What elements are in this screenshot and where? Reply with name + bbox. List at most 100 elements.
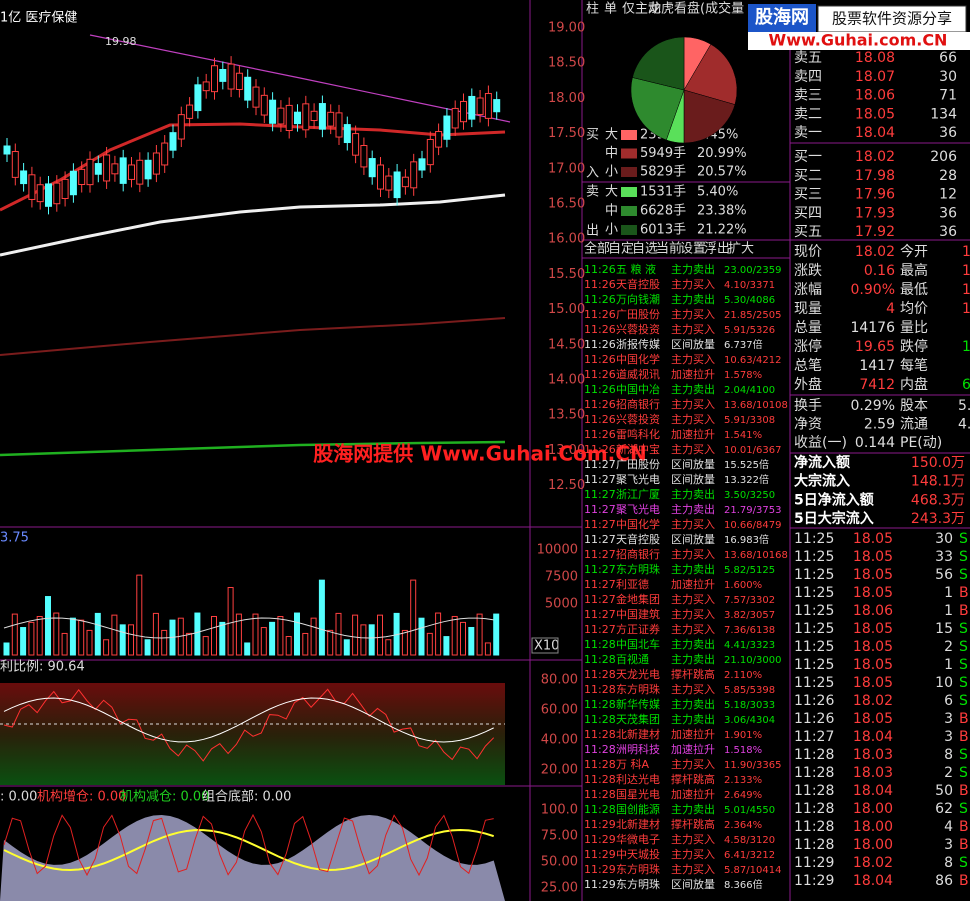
book-price: 18.06 (855, 88, 895, 104)
volume-bar (269, 621, 276, 656)
news-time: 11:27 (584, 503, 616, 516)
news-stock[interactable]: 中国建筑 (616, 607, 660, 621)
trade-side: S (959, 765, 968, 781)
news-stock[interactable]: 兴蓉投资 (616, 412, 660, 426)
trade-volume: 1 (944, 585, 953, 601)
news-stock[interactable]: 广田股份 (616, 458, 660, 471)
news-stock[interactable]: 万向钱潮 (616, 292, 660, 306)
news-stock[interactable]: 天音控股 (616, 277, 660, 291)
news-stock[interactable]: 招商银行 (616, 397, 660, 411)
news-stock[interactable]: 中国北车 (616, 637, 660, 651)
news-stock[interactable]: 东方明珠 (616, 877, 660, 891)
news-stock[interactable]: 中天城投 (616, 847, 660, 861)
news-event: 主力卖出 (671, 487, 715, 501)
news-stock[interactable]: 东方明珠 (616, 862, 660, 876)
trade-time: 11:25 (794, 621, 834, 637)
candle-body (377, 164, 384, 190)
news-stock[interactable]: 广田股份 (616, 308, 660, 321)
ratio-axis-label: 40.00 (541, 733, 578, 748)
news-stock[interactable]: 金地集团 (616, 592, 660, 606)
news-stock[interactable]: 兴蓉投资 (616, 322, 660, 336)
news-tab[interactable]: 自选 (632, 242, 658, 257)
news-time: 11:27 (584, 518, 616, 531)
trade-time: 11:29 (794, 873, 834, 889)
banner-brand: 股海网 (754, 6, 809, 28)
news-tab[interactable]: 设置 (680, 242, 706, 257)
flow-tab[interactable]: 柱 (586, 2, 599, 17)
news-value: 10.66/8479 (724, 520, 781, 531)
news-stock[interactable]: 利亚德 (616, 577, 649, 591)
news-stock[interactable]: 洲明科技 (616, 742, 660, 756)
ratio-axis-label: 60.00 (541, 703, 578, 718)
trade-time: 11:28 (794, 837, 834, 853)
news-stock[interactable]: 天茂集团 (616, 712, 660, 726)
news-stock[interactable]: 北新建材 (616, 817, 660, 831)
news-stock[interactable]: 中国中冶 (616, 382, 660, 396)
news-stock[interactable]: 东方明珠 (616, 682, 660, 696)
flow-tab[interactable]: 仅主动 (622, 2, 661, 17)
price-axis-label: 18.00 (548, 91, 585, 106)
trade-volume: 2 (944, 765, 953, 781)
news-stock[interactable]: 道威视讯 (616, 367, 660, 381)
fund-label: 净资 (794, 417, 822, 433)
candle-body (20, 170, 28, 185)
price-axis-label: 13.00 (548, 443, 585, 458)
news-stock[interactable]: 浙江广厦 (616, 488, 660, 501)
trade-volume: 30 (935, 531, 953, 547)
news-stock[interactable]: 新华传媒 (616, 697, 660, 711)
news-value: 2.364% (724, 820, 762, 831)
news-stock[interactable]: 聚飞光电 (616, 502, 660, 516)
news-time: 11:27 (584, 608, 616, 621)
news-tab[interactable]: 当前 (656, 241, 682, 257)
news-stock[interactable]: 北新建材 (616, 727, 660, 741)
news-time: 11:28 (584, 758, 616, 771)
news-tab[interactable]: 全部 (584, 241, 610, 257)
candle-body (393, 171, 401, 199)
news-stock[interactable]: 中国化学 (616, 517, 660, 531)
news-stock[interactable]: 国创能源 (616, 802, 660, 816)
news-value: 8.366倍 (724, 878, 763, 891)
news-stock[interactable]: 万 科A (616, 757, 649, 771)
news-time: 11:26 (584, 398, 616, 411)
news-stock[interactable]: 利达光电 (616, 772, 660, 786)
candle-body (335, 112, 343, 138)
news-stock[interactable]: 聚飞光电 (616, 472, 660, 486)
news-stock[interactable]: 中国化学 (616, 352, 660, 366)
quote-label: 跌停 (900, 338, 928, 355)
pie-slice (630, 77, 685, 141)
news-stock[interactable]: 天龙光电 (616, 667, 660, 681)
candle-body (28, 174, 36, 200)
news-value: 5.85/5398 (724, 685, 775, 696)
book-volume: 12 (939, 187, 957, 203)
news-stock[interactable]: 五 粮 液 (616, 262, 656, 276)
volume-bar (202, 636, 209, 656)
news-stock[interactable]: 新湖中宝 (616, 442, 660, 456)
news-stock[interactable]: 雷鸣科化 (616, 427, 660, 441)
news-stock[interactable]: 东方明珠 (616, 562, 660, 576)
news-event: 主力买入 (671, 518, 715, 531)
news-event: 主力卖出 (671, 382, 715, 396)
inst-label: : 0.00 (0, 790, 37, 805)
flow-tab[interactable]: 龙虎看盘(成交量 (648, 1, 744, 17)
news-stock[interactable]: 华微电子 (616, 832, 660, 846)
news-stock[interactable]: 百视通 (616, 652, 649, 666)
news-tab[interactable]: 扩大 (728, 242, 754, 257)
buy-side: 入 (586, 166, 599, 181)
news-stock[interactable]: 国星光电 (616, 787, 660, 801)
news-event: 主力卖出 (671, 697, 715, 711)
news-tab[interactable]: 浮出 (704, 242, 730, 257)
news-stock[interactable]: 浙报传媒 (616, 337, 660, 351)
volume-bar (318, 579, 325, 656)
quote-label: 今开 (900, 244, 928, 260)
flow-tab[interactable]: 单 (604, 2, 617, 17)
trade-price: 18.00 (853, 801, 893, 817)
news-stock[interactable]: 招商银行 (616, 547, 660, 561)
trade-price: 18.05 (853, 531, 893, 547)
news-event: 加速拉升 (671, 577, 715, 591)
news-tab[interactable]: 自定 (608, 242, 634, 257)
candle-body (211, 65, 218, 93)
news-stock[interactable]: 天音控股 (616, 532, 660, 546)
news-stock[interactable]: 方正证券 (616, 622, 660, 636)
news-value: 11.90/3365 (724, 760, 781, 771)
